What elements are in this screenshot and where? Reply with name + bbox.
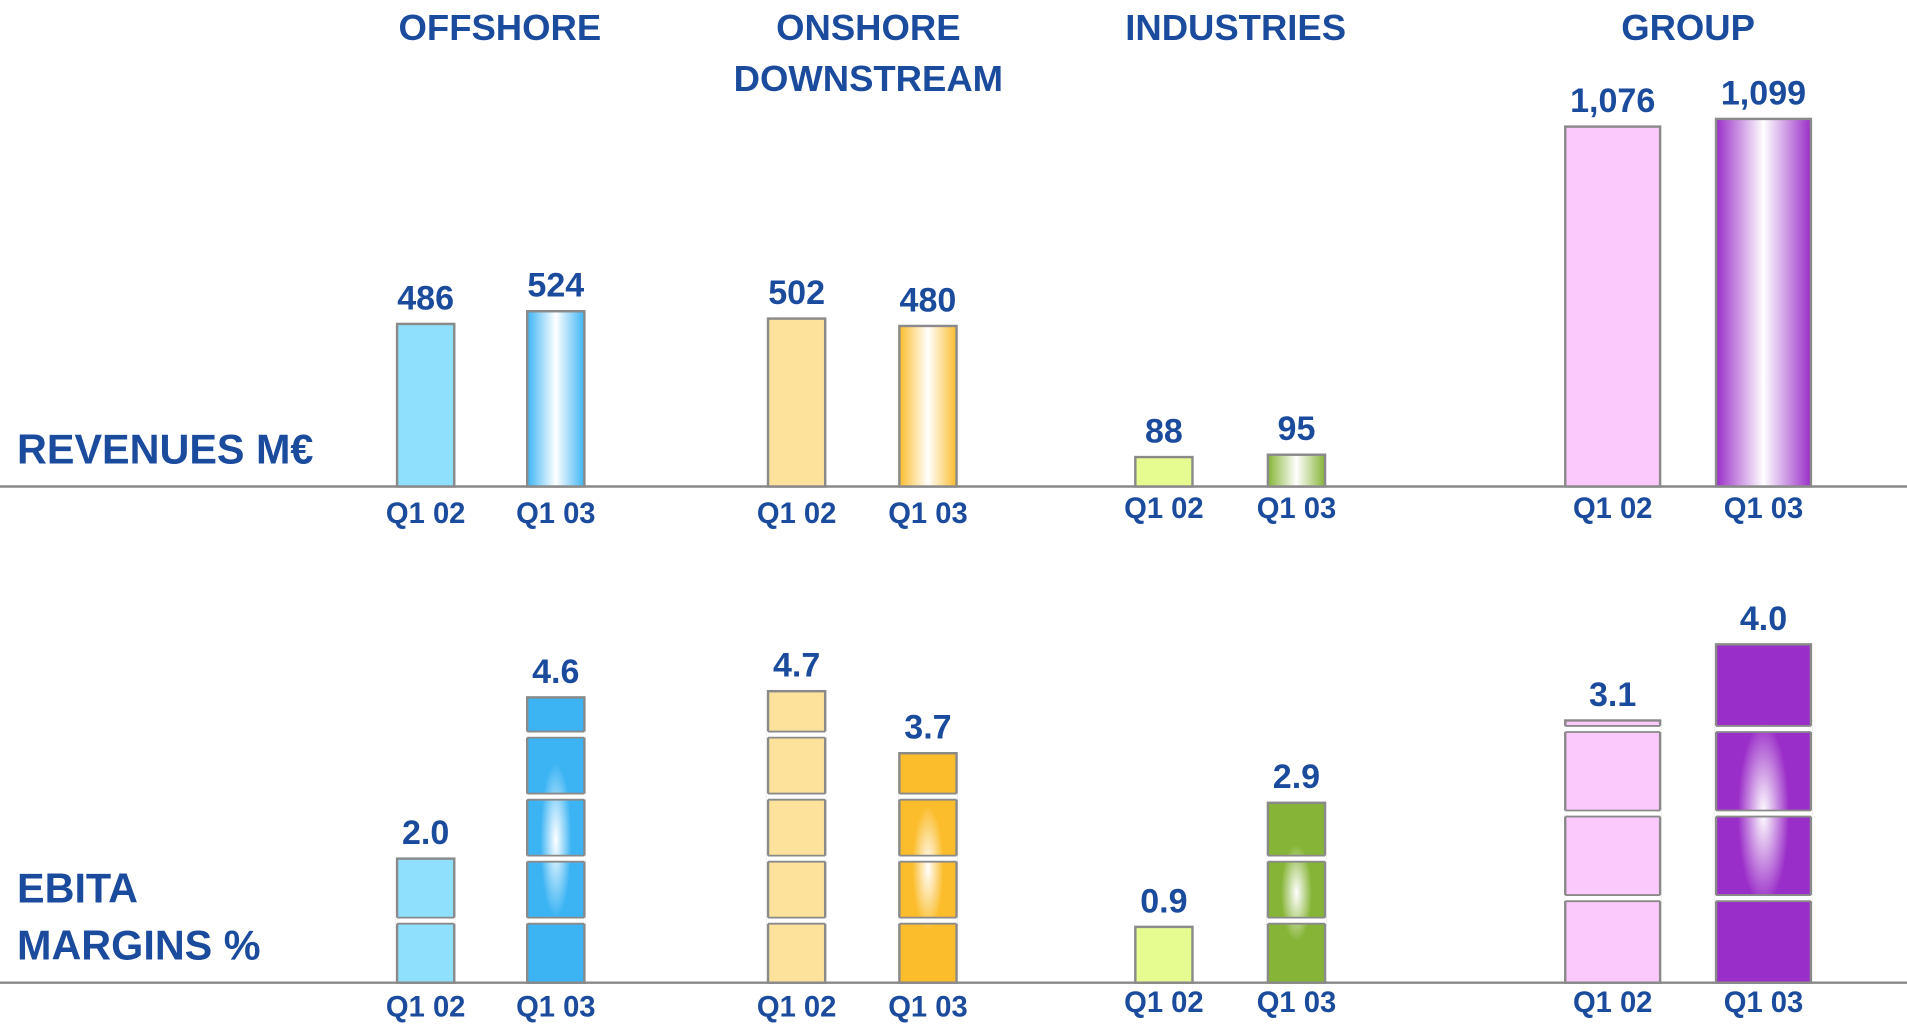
- bar: [898, 324, 958, 488]
- x-tick-label: Q1 02: [386, 498, 465, 530]
- bar: [1714, 117, 1813, 488]
- x-tick-label: Q1 03: [516, 498, 595, 530]
- value-label: 4.0: [1740, 600, 1787, 638]
- row-title: MARGINS %: [17, 923, 260, 969]
- segment-title: OFFSHORE: [399, 7, 602, 48]
- bar: [1134, 455, 1194, 488]
- bar: [766, 689, 827, 984]
- x-tick-label: Q1 03: [888, 992, 967, 1024]
- row-title: EBITA: [17, 865, 138, 911]
- bar: [526, 310, 586, 488]
- x-tick-label: Q1 03: [1724, 987, 1803, 1019]
- value-label: 88: [1145, 412, 1183, 450]
- value-label: 95: [1278, 410, 1316, 448]
- segment-title: GROUP: [1621, 7, 1755, 48]
- value-label: 2.0: [402, 814, 449, 852]
- x-tick-label: Q1 02: [757, 498, 836, 530]
- value-label: 486: [397, 279, 454, 317]
- bar: [526, 696, 586, 984]
- x-tick-label: Q1 02: [1573, 493, 1652, 525]
- value-label: 4.6: [532, 653, 579, 691]
- bar: [1564, 125, 1662, 488]
- value-label: 3.7: [904, 709, 951, 747]
- x-tick-label: Q1 03: [516, 992, 595, 1024]
- value-label: 0.9: [1140, 882, 1187, 920]
- value-label: 4.7: [773, 647, 820, 685]
- x-tick-label: Q1 02: [386, 992, 465, 1024]
- value-label: 480: [900, 281, 957, 319]
- bar: [1564, 719, 1662, 984]
- x-tick-label: Q1 03: [888, 498, 967, 530]
- x-tick-label: Q1 03: [1257, 987, 1336, 1019]
- x-tick-label: Q1 02: [757, 992, 836, 1024]
- bar: [1266, 453, 1327, 488]
- segment-title: INDUSTRIES: [1125, 7, 1346, 48]
- value-label: 3.1: [1589, 676, 1636, 714]
- x-tick-label: Q1 02: [1124, 493, 1203, 525]
- x-tick-label: Q1 02: [1573, 987, 1652, 1019]
- segment-title: DOWNSTREAM: [734, 58, 1003, 99]
- x-tick-label: Q1 03: [1257, 493, 1336, 525]
- value-label: 502: [768, 274, 825, 312]
- value-label: 1,099: [1721, 74, 1806, 112]
- bar: [395, 322, 456, 488]
- bar: [1134, 925, 1194, 984]
- value-label: 524: [527, 267, 584, 305]
- bar: [766, 317, 827, 488]
- bar: [1266, 801, 1327, 984]
- row-title: REVENUES M€: [17, 426, 313, 472]
- x-tick-label: Q1 02: [1124, 987, 1203, 1019]
- bar: [898, 751, 958, 984]
- x-tick-label: Q1 03: [1724, 493, 1803, 525]
- value-label: 1,076: [1570, 82, 1655, 120]
- segment-title: ONSHORE: [776, 7, 960, 48]
- value-label: 2.9: [1273, 758, 1320, 796]
